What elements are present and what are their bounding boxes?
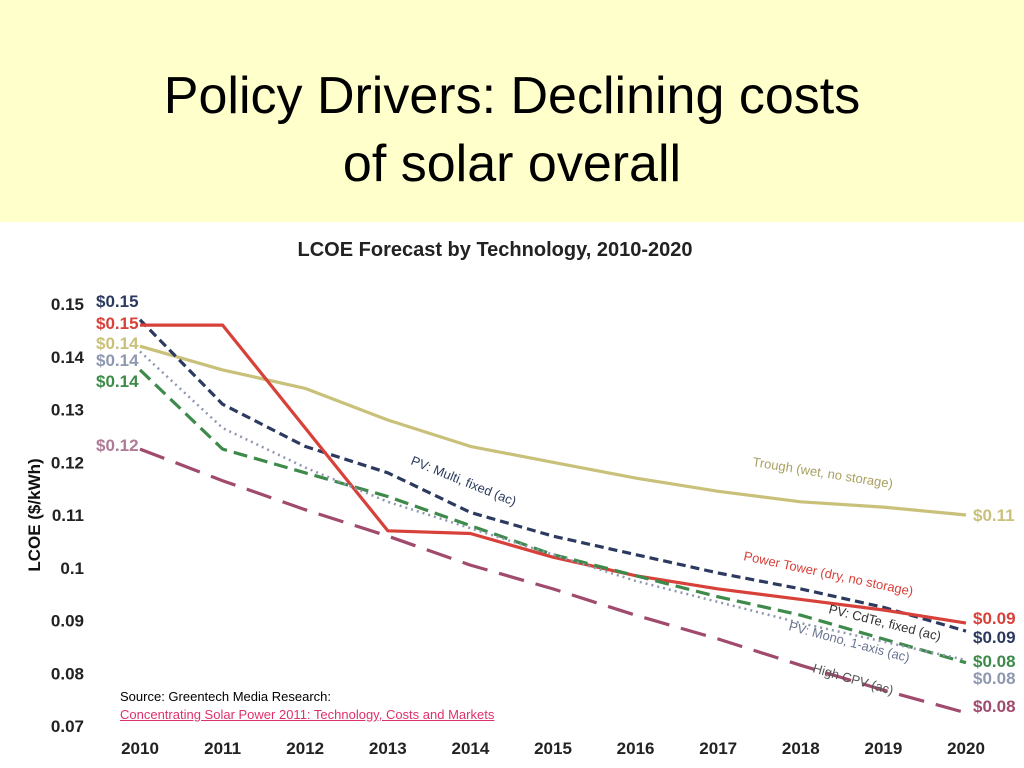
end-label-pv-cdte: $0.08 [973, 652, 1016, 671]
y-tick-label: 0.09 [51, 612, 84, 631]
series-line-5 [139, 447, 967, 715]
end-label-power-tower: $0.09 [973, 609, 1016, 628]
y-tick-label: 0.14 [51, 348, 85, 367]
y-tick-label: 0.11 [52, 506, 84, 525]
end-label-pv-mono: $0.08 [973, 669, 1016, 688]
y-tick-label: 0.13 [51, 401, 84, 420]
annotation-pv-multi: PV: Multi, fixed (ac) [409, 453, 519, 509]
x-tick-label: 2011 [204, 739, 241, 758]
x-tick-label: 2013 [369, 739, 407, 758]
x-tick-label: 2010 [121, 739, 159, 758]
start-value-labels: $0.15 $0.15 $0.14 $0.14 $0.14 $0.12 [96, 292, 139, 455]
x-tick-labels: 2010 2011 2012 2013 2014 2015 2016 2017 2018 2019… [121, 739, 985, 758]
slide-title-line-1: Policy Drivers: Declining costs [163, 67, 861, 125]
series-line-1 [138, 318, 967, 633]
end-label-high-cpv: $0.08 [973, 697, 1016, 716]
y-tick-label: 0.07 [51, 717, 84, 736]
chart-title: LCOE Forecast by Technology, 2010-2020 [298, 239, 693, 261]
x-tick-label: 2012 [286, 739, 324, 758]
y-tick-labels: 0.15 0.14 0.13 0.12 0.11 0.1 0.09 0.08 0.07 [51, 295, 85, 736]
annotation-high-cpv: High CPV (ac) [811, 660, 895, 697]
y-tick-label: 0.15 [51, 295, 84, 314]
y-tick-label: 0.08 [51, 664, 84, 683]
x-tick-label: 2016 [617, 739, 655, 758]
series-lines [138, 318, 967, 715]
y-tick-label: 0.12 [51, 453, 84, 472]
lcoe-line-chart: LCOE Forecast by Technology, 2010-2020 L… [25, 239, 1016, 758]
end-label-pv-multi: $0.09 [973, 628, 1016, 647]
x-tick-label: 2019 [864, 739, 902, 758]
y-axis-label: LCOE ($/kWh) [25, 458, 44, 571]
slide-title-line-2: of solar overall [342, 135, 682, 193]
annotation-power-tower: Power Tower (dry, no storage) [742, 548, 914, 599]
start-label-pv-mono: $0.14 [96, 351, 139, 370]
x-tick-label: 2020 [947, 739, 985, 758]
y-tick-label: 0.1 [60, 559, 84, 578]
x-tick-label: 2017 [699, 739, 737, 758]
series-line-2 [140, 323, 967, 625]
start-label-power-tower: $0.15 [96, 314, 139, 333]
series-annotations: Trough (wet, no storage) PV: Multi, fixe… [409, 453, 943, 698]
x-tick-label: 2014 [451, 739, 489, 758]
start-label-high-cpv: $0.12 [96, 436, 139, 455]
annotation-trough: Trough (wet, no storage) [752, 454, 894, 491]
source-link[interactable]: Concentrating Solar Power 2011: Technolo… [120, 707, 495, 722]
x-tick-label: 2018 [782, 739, 820, 758]
source-note: Source: Greentech Media Research: Concen… [116, 688, 499, 724]
x-tick-label: 2015 [534, 739, 572, 758]
end-value-labels: $0.11 $0.09 $0.09 $0.08 $0.08 $0.08 [973, 506, 1016, 716]
end-label-trough: $0.11 [973, 506, 1015, 525]
chart-panel: LCOE Forecast by Technology, 2010-2020 L… [0, 222, 1024, 768]
source-line: Source: Greentech Media Research: [120, 689, 331, 704]
start-label-pv-multi: $0.15 [96, 292, 139, 311]
series-line-3 [138, 368, 967, 665]
start-label-pv-cdte: $0.14 [96, 372, 139, 391]
start-label-trough: $0.14 [96, 334, 139, 353]
slide-title: Policy Drivers: Declining costs of solar… [0, 62, 1024, 198]
series-line-0 [139, 344, 967, 517]
